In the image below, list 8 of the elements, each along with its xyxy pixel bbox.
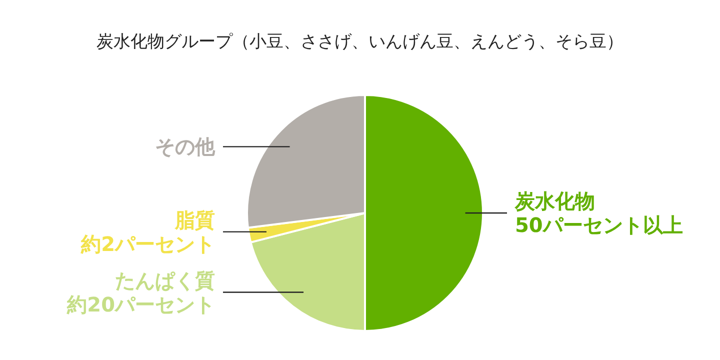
data-label: 約2パーセント <box>80 232 215 256</box>
data-label: 約20パーセント <box>66 292 215 316</box>
slice-label: たんぱく質 <box>115 268 215 292</box>
data-label: 50パーセント以上 <box>515 213 683 237</box>
slice-label: 脂質 <box>174 208 215 232</box>
slice-label: 炭水化物 <box>514 189 595 213</box>
chart-title: 炭水化物グループ（小豆、ささげ、いんげん豆、えんどう、そら豆） <box>96 31 624 53</box>
slice-label: その他 <box>155 134 216 159</box>
